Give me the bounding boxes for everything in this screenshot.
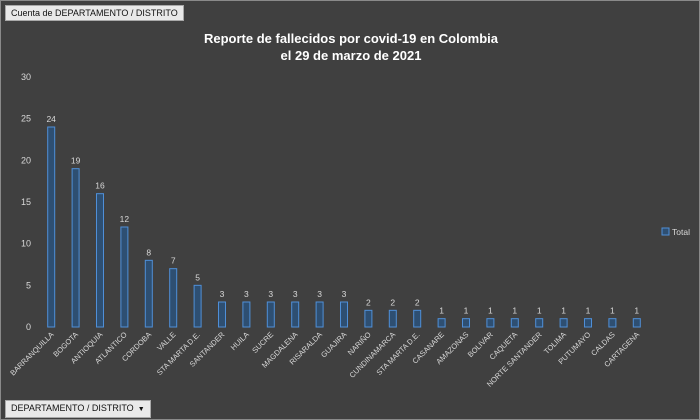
chart-title-line-2: el 29 de marzo de 2021 bbox=[281, 48, 422, 63]
bar[interactable] bbox=[340, 301, 348, 328]
data-label: 1 bbox=[512, 306, 517, 316]
legend-label: Total bbox=[672, 227, 690, 237]
y-tick-label: 5 bbox=[26, 280, 31, 290]
bar[interactable] bbox=[632, 318, 641, 328]
data-label: 7 bbox=[171, 256, 176, 266]
bar[interactable] bbox=[608, 318, 617, 328]
bar[interactable] bbox=[96, 193, 104, 328]
data-label: 3 bbox=[244, 289, 249, 299]
bar[interactable] bbox=[71, 168, 80, 328]
data-label: 3 bbox=[342, 289, 347, 299]
bar[interactable] bbox=[559, 318, 568, 328]
axis-field-dropdown[interactable]: DEPARTAMENTO / DISTRITO ▼ bbox=[5, 400, 151, 418]
bar[interactable] bbox=[120, 226, 129, 328]
bar[interactable] bbox=[437, 318, 446, 328]
category-label: STA MARTA D.E. bbox=[155, 330, 202, 377]
category-label: BARRANQUILLA bbox=[8, 330, 55, 377]
data-label: 1 bbox=[561, 306, 566, 316]
bar[interactable] bbox=[315, 301, 324, 328]
category-label: VALLE bbox=[155, 330, 177, 352]
y-tick-label: 0 bbox=[26, 322, 31, 332]
data-label: 5 bbox=[195, 272, 200, 282]
data-label: 2 bbox=[390, 297, 395, 307]
chart-title-line-1: Reporte de fallecidos por covid-19 en Co… bbox=[204, 31, 499, 46]
data-label: 1 bbox=[610, 306, 615, 316]
data-label: 3 bbox=[317, 289, 322, 299]
data-label: 1 bbox=[537, 306, 542, 316]
bar[interactable] bbox=[242, 301, 251, 328]
y-tick-label: 30 bbox=[21, 72, 31, 82]
data-label: 1 bbox=[634, 306, 639, 316]
data-label: 1 bbox=[488, 306, 493, 316]
category-label: HUILA bbox=[229, 330, 251, 352]
x-axis: BARRANQUILLABOGOTAANTIOQUIAATLANTICOCORD… bbox=[8, 330, 641, 389]
data-label: 3 bbox=[220, 289, 225, 299]
data-label: 3 bbox=[293, 289, 298, 299]
bar[interactable] bbox=[193, 284, 202, 328]
axis-field-label: DEPARTAMENTO / DISTRITO bbox=[11, 403, 134, 413]
bar[interactable] bbox=[47, 126, 56, 328]
y-tick-label: 10 bbox=[21, 239, 31, 249]
y-tick-label: 25 bbox=[21, 114, 31, 124]
bar[interactable] bbox=[584, 318, 592, 328]
y-axis: 0 5 10 15 20 25 30 bbox=[21, 72, 31, 332]
data-label: 8 bbox=[146, 247, 151, 257]
data-label: 1 bbox=[586, 306, 591, 316]
value-field-button[interactable]: Cuenta de DEPARTAMENTO / DISTRITO bbox=[5, 5, 184, 21]
data-label: 1 bbox=[439, 306, 444, 316]
bar[interactable] bbox=[535, 318, 544, 328]
bar[interactable] bbox=[169, 268, 178, 328]
category-label: GUAJIRA bbox=[319, 330, 348, 359]
y-tick-label: 20 bbox=[21, 155, 31, 165]
bar[interactable] bbox=[388, 309, 397, 328]
data-label: 2 bbox=[415, 297, 420, 307]
bar[interactable] bbox=[510, 318, 519, 328]
data-label: 24 bbox=[46, 114, 56, 124]
legend-swatch bbox=[661, 227, 670, 236]
data-label: 16 bbox=[95, 181, 105, 191]
bar[interactable] bbox=[291, 301, 300, 328]
data-label: 19 bbox=[71, 156, 81, 166]
bar[interactable] bbox=[364, 309, 373, 328]
bar-series bbox=[47, 126, 641, 328]
bar[interactable] bbox=[486, 318, 495, 328]
category-label: STA MARTA D.E. bbox=[375, 330, 422, 377]
bar[interactable] bbox=[144, 259, 153, 328]
bar[interactable] bbox=[218, 301, 226, 328]
data-label: 3 bbox=[268, 289, 273, 299]
bar[interactable] bbox=[462, 318, 470, 328]
dropdown-arrow-icon: ▼ bbox=[137, 406, 145, 413]
data-label: 1 bbox=[464, 306, 469, 316]
data-label: 2 bbox=[366, 297, 371, 307]
bar[interactable] bbox=[413, 309, 422, 328]
data-labels: 24 19 16 12 8 7 5 3 3 3 3 3 3 2 2 2 1 1 1 1 1 1 1 1 1 bbox=[46, 114, 639, 316]
data-label: 12 bbox=[120, 214, 130, 224]
bar[interactable] bbox=[266, 301, 275, 328]
y-tick-label: 15 bbox=[21, 197, 31, 207]
legend: Total bbox=[661, 227, 690, 237]
